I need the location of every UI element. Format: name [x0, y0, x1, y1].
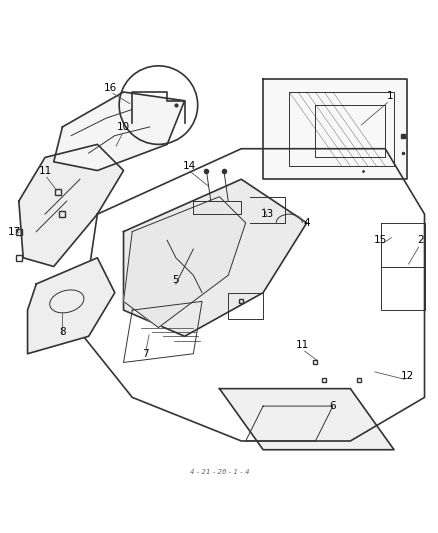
Polygon shape	[28, 258, 115, 354]
Text: 17: 17	[8, 227, 21, 237]
Text: 7: 7	[142, 349, 148, 359]
Text: 14: 14	[182, 161, 195, 171]
Polygon shape	[262, 79, 406, 179]
Text: 4 - 21 - 26 - 1 - 4: 4 - 21 - 26 - 1 - 4	[189, 469, 249, 474]
Text: 16: 16	[103, 83, 117, 93]
Polygon shape	[219, 389, 393, 450]
Polygon shape	[123, 179, 306, 336]
Polygon shape	[53, 92, 184, 171]
Text: 10: 10	[117, 122, 130, 132]
Text: 5: 5	[172, 274, 179, 285]
Text: 8: 8	[59, 327, 66, 337]
Polygon shape	[19, 144, 123, 266]
Text: 15: 15	[374, 236, 387, 245]
Polygon shape	[123, 197, 245, 328]
Text: 12: 12	[399, 370, 413, 381]
Text: 6: 6	[329, 401, 336, 411]
Text: 4: 4	[303, 218, 309, 228]
Text: 2: 2	[416, 236, 423, 245]
Text: 13: 13	[260, 209, 273, 219]
Text: 11: 11	[38, 166, 52, 175]
Text: 11: 11	[295, 340, 308, 350]
Text: 1: 1	[385, 91, 392, 101]
